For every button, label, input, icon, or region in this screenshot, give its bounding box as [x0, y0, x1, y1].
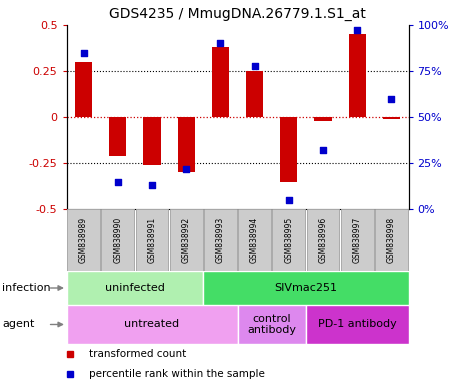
Point [182, 166, 190, 172]
Bar [204, 209, 237, 271]
Bar [272, 209, 305, 271]
Bar [66, 305, 238, 344]
Bar [341, 209, 374, 271]
Bar [203, 271, 408, 305]
Text: GSM838992: GSM838992 [182, 217, 190, 263]
Bar [306, 209, 340, 271]
Bar [143, 117, 161, 165]
Text: transformed count: transformed count [89, 349, 186, 359]
Point [148, 182, 156, 189]
Text: GSM838995: GSM838995 [285, 217, 293, 263]
Bar [67, 209, 100, 271]
Point [251, 63, 258, 69]
Bar [178, 117, 195, 172]
Bar [212, 47, 229, 117]
Text: GSM838989: GSM838989 [79, 217, 88, 263]
Bar [383, 117, 400, 119]
Text: GSM838994: GSM838994 [250, 217, 259, 263]
Text: GSM838991: GSM838991 [148, 217, 156, 263]
Text: GSM838996: GSM838996 [319, 217, 327, 263]
Point [285, 197, 293, 203]
Text: GSM838993: GSM838993 [216, 217, 225, 263]
Bar [109, 117, 126, 156]
Text: PD-1 antibody: PD-1 antibody [318, 319, 397, 329]
Point [319, 147, 327, 153]
Text: GSM838990: GSM838990 [114, 217, 122, 263]
Bar [246, 71, 263, 117]
Bar [314, 117, 332, 121]
Point [388, 96, 395, 102]
Text: untreated: untreated [124, 319, 180, 329]
Bar [238, 305, 306, 344]
Bar [238, 209, 271, 271]
Text: SIVmac251: SIVmac251 [275, 283, 337, 293]
Bar [349, 34, 366, 117]
Point [114, 179, 122, 185]
Point [217, 40, 224, 46]
Text: control
antibody: control antibody [247, 314, 296, 335]
Bar [306, 305, 408, 344]
Text: uninfected: uninfected [105, 283, 165, 293]
Bar [375, 209, 408, 271]
Text: infection: infection [2, 283, 51, 293]
Bar [170, 209, 203, 271]
Text: percentile rank within the sample: percentile rank within the sample [89, 369, 265, 379]
Bar [135, 209, 169, 271]
Bar [280, 117, 297, 182]
Text: GSM838998: GSM838998 [387, 217, 396, 263]
Title: GDS4235 / MmugDNA.26779.1.S1_at: GDS4235 / MmugDNA.26779.1.S1_at [109, 7, 366, 21]
Bar [66, 271, 203, 305]
Text: GSM838997: GSM838997 [353, 217, 361, 263]
Point [80, 50, 87, 56]
Point [353, 27, 361, 33]
Bar [101, 209, 134, 271]
Bar [75, 62, 92, 117]
Text: agent: agent [2, 319, 35, 329]
